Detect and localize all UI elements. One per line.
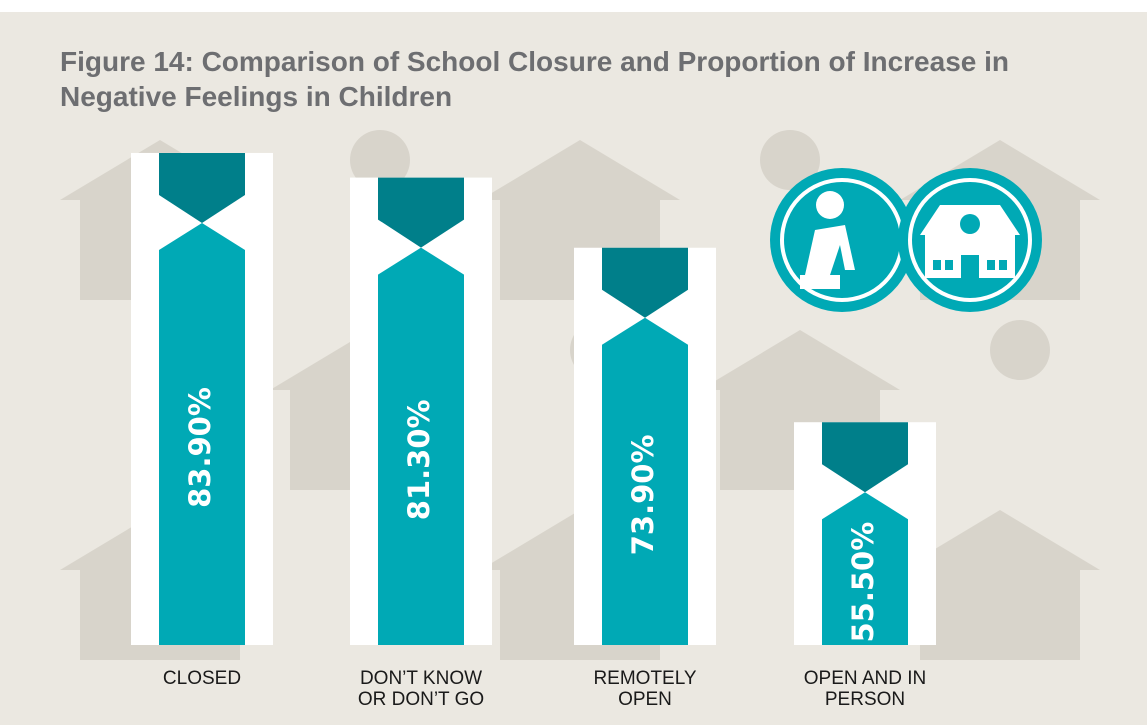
value-label: 55.50% <box>846 522 880 643</box>
bar <box>822 492 908 645</box>
value-label: 83.90% <box>183 387 217 508</box>
value-label: 81.30% <box>402 399 436 520</box>
category-label: REMOTELY OPEN <box>593 668 697 710</box>
bar-cap <box>602 247 688 318</box>
icon <box>770 168 1042 312</box>
category-label: OPEN AND IN PERSON <box>803 668 927 710</box>
category-label: CLOSED <box>162 668 242 689</box>
bar-cap <box>159 152 245 223</box>
bar-cap <box>378 177 464 248</box>
bar <box>602 317 688 645</box>
category-label: DON’T KNOW OR DON’T GO <box>357 668 485 710</box>
chart-title: Figure 14: Comparison of School Closure … <box>60 46 1010 112</box>
value-label: 73.90% <box>626 434 660 555</box>
bar-cap <box>822 422 908 493</box>
bar <box>378 247 464 645</box>
bar <box>159 222 245 646</box>
